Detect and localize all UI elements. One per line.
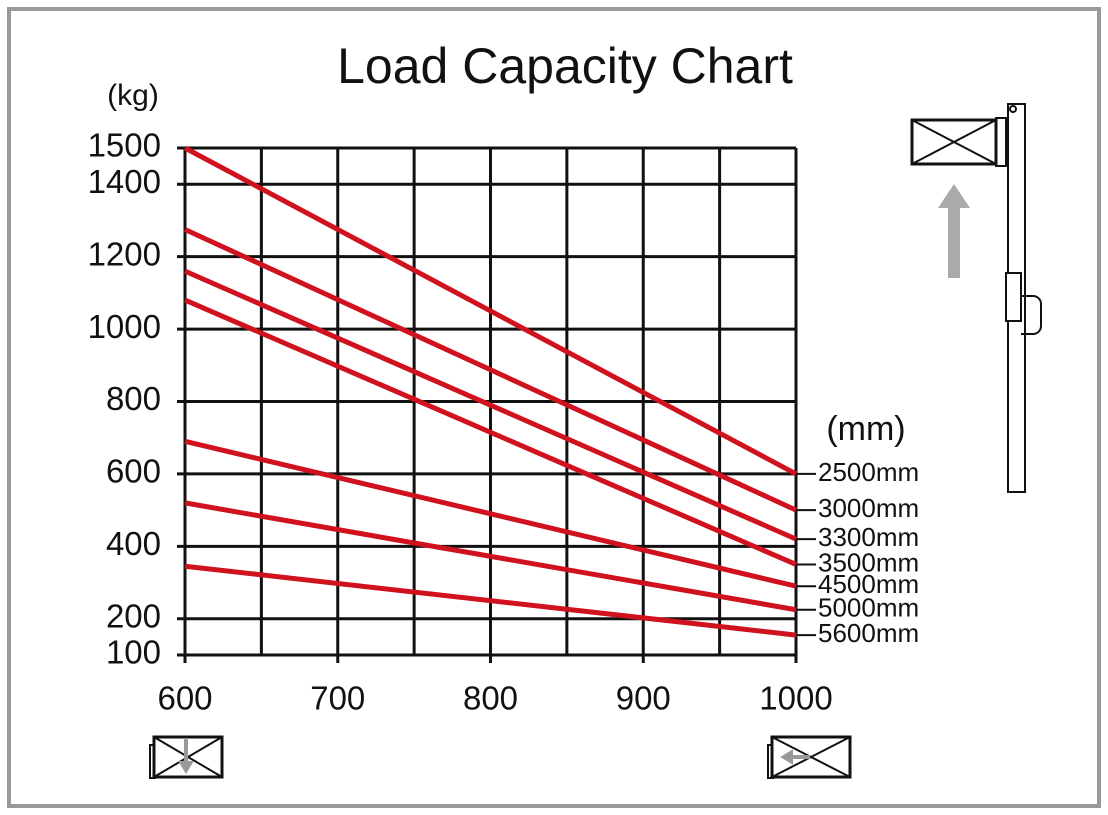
y-tick-label: 1000 (88, 308, 161, 345)
lift-arrow (938, 184, 970, 278)
load-icon-left (149, 735, 224, 779)
y-tick-label: 1500 (88, 127, 161, 164)
load-icon-right (767, 735, 852, 779)
x-tick-label: 700 (310, 680, 365, 717)
legend-label: 3500mm (818, 547, 919, 577)
series-line (184, 297, 797, 567)
legend-label: 3000mm (818, 493, 919, 523)
series-unit: (mm) (826, 410, 905, 448)
y-tick-label: 600 (106, 453, 161, 490)
y-tick-label: 1400 (88, 163, 161, 200)
legend-label: 3300mm (818, 522, 919, 552)
y-unit: (kg) (107, 79, 159, 112)
y-tick-label: 400 (106, 525, 161, 562)
y-tick-label: 100 (106, 634, 161, 671)
legend-label: 2500mm (818, 457, 919, 487)
y-tick-label: 1200 (88, 235, 161, 272)
legend-label: 4500mm (818, 569, 919, 599)
x-tick-label: 900 (616, 680, 671, 717)
series-line (183, 268, 798, 542)
x-tick-label: 800 (463, 680, 518, 717)
y-tick-label: 200 (106, 598, 161, 635)
legend-label: 5600mm (818, 618, 919, 648)
x-tick-label: 1000 (759, 680, 832, 717)
series-line (183, 227, 798, 513)
mast-icon (910, 103, 1042, 493)
legend-label: 5000mm (818, 593, 919, 623)
y-tick-label: 800 (106, 380, 161, 417)
series-line (184, 438, 797, 589)
x-tick-label: 600 (157, 680, 212, 717)
series-line (184, 563, 797, 638)
series-line (183, 145, 798, 477)
series-line (184, 500, 797, 613)
chart-title: Load Capacity Chart (337, 38, 793, 94)
